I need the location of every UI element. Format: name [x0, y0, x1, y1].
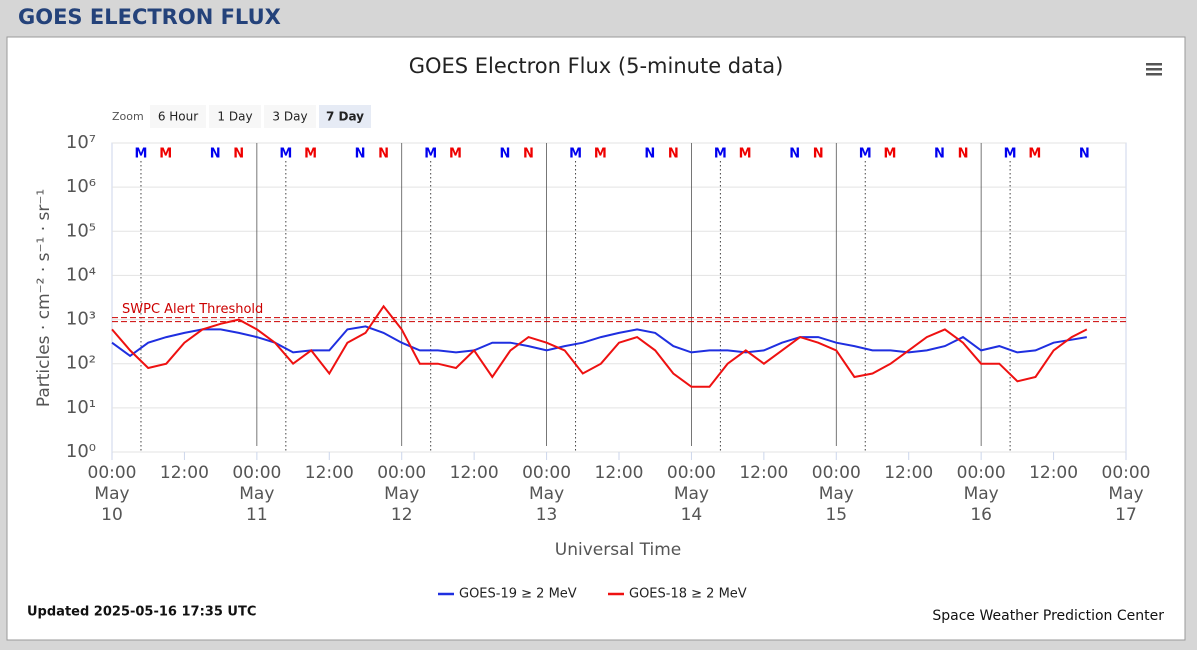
marker-label: N	[644, 147, 655, 162]
y-tick-label: 10⁴	[66, 264, 96, 285]
zoom-button-label[interactable]: 6 Hour	[158, 110, 198, 124]
marker-label: M	[424, 147, 437, 162]
x-tick-label: 00:00 May 13	[522, 463, 572, 525]
x-tick-label: 00:00 May 12	[377, 463, 427, 525]
y-axis-label: Particles · cm⁻² · s⁻¹ · sr⁻¹	[34, 189, 54, 407]
marker-label: N	[378, 147, 389, 162]
marker-label: M	[739, 147, 752, 162]
x-tick-label: 00:00 May 10	[87, 463, 137, 525]
x-axis-label: Universal Time	[555, 540, 681, 560]
x-tick-label: 00:00 May 17	[1101, 463, 1151, 525]
zoom-button-label[interactable]: 3 Day	[272, 110, 307, 124]
x-tick-label: 12:00	[159, 463, 209, 483]
zoom-button[interactable]	[209, 105, 261, 128]
series-line	[111, 304, 1088, 388]
zoom-label: Zoom	[112, 110, 144, 123]
x-tick-label: 12:00	[304, 463, 354, 483]
marker-label: N	[934, 147, 945, 162]
marker-label: N	[789, 147, 800, 162]
zoom-button-label[interactable]: 7 Day	[326, 110, 364, 124]
marker-label: N	[1079, 147, 1090, 162]
x-tick-label: 00:00 May 16	[956, 463, 1006, 525]
threshold-label: SWPC Alert Threshold	[122, 302, 263, 317]
marker-label: M	[159, 147, 172, 162]
zoom-button[interactable]	[264, 105, 316, 128]
marker-label: M	[714, 147, 727, 162]
marker-label: M	[884, 147, 897, 162]
chart-title: GOES Electron Flux (5-minute data)	[409, 54, 784, 78]
marker-label: N	[355, 147, 366, 162]
y-tick-label: 10⁵	[66, 220, 96, 241]
x-tick-label: 12:00	[1029, 463, 1079, 483]
y-tick-label: 10⁶	[66, 176, 96, 197]
x-tick-label: 00:00 May 11	[232, 463, 282, 525]
marker-label: N	[958, 147, 969, 162]
marker-label: M	[594, 147, 607, 162]
marker-label: N	[233, 147, 244, 162]
x-tick-label: 12:00	[739, 463, 789, 483]
page-title: GOES ELECTRON FLUX	[18, 5, 281, 29]
legend-label[interactable]: GOES-18 ≥ 2 MeV	[629, 587, 747, 602]
zoom-button[interactable]	[319, 105, 371, 128]
marker-label: M	[279, 147, 292, 162]
marker-label: M	[304, 147, 317, 162]
updated-note: Updated 2025-05-16 17:35 UTC	[27, 605, 256, 620]
x-tick-label: 00:00 May 14	[666, 463, 716, 525]
x-tick-label: 12:00	[449, 463, 499, 483]
marker-label: N	[668, 147, 679, 162]
y-tick-label: 10⁰	[66, 441, 96, 462]
y-tick-label: 10²	[66, 353, 96, 374]
y-tick-label: 10¹	[66, 397, 96, 418]
zoom-button-label[interactable]: 1 Day	[217, 110, 252, 124]
marker-label: N	[813, 147, 824, 162]
marker-label: M	[859, 147, 872, 162]
y-tick-label: 10⁷	[66, 132, 96, 153]
marker-label: M	[135, 147, 148, 162]
x-tick-label: 12:00	[884, 463, 934, 483]
x-tick-label: 00:00 May 15	[811, 463, 861, 525]
marker-label: M	[449, 147, 462, 162]
zoom-button[interactable]	[150, 105, 206, 128]
marker-label: N	[523, 147, 534, 162]
y-tick-label: 10³	[66, 309, 96, 330]
marker-label: M	[1004, 147, 1017, 162]
marker-label: N	[499, 147, 510, 162]
legend-label[interactable]: GOES-19 ≥ 2 MeV	[459, 587, 577, 602]
marker-label: N	[210, 147, 221, 162]
menu-icon[interactable]	[1146, 63, 1162, 76]
x-tick-label: 12:00	[594, 463, 644, 483]
marker-label: M	[1028, 147, 1041, 162]
marker-label: M	[569, 147, 582, 162]
credit: Space Weather Prediction Center	[932, 608, 1164, 624]
